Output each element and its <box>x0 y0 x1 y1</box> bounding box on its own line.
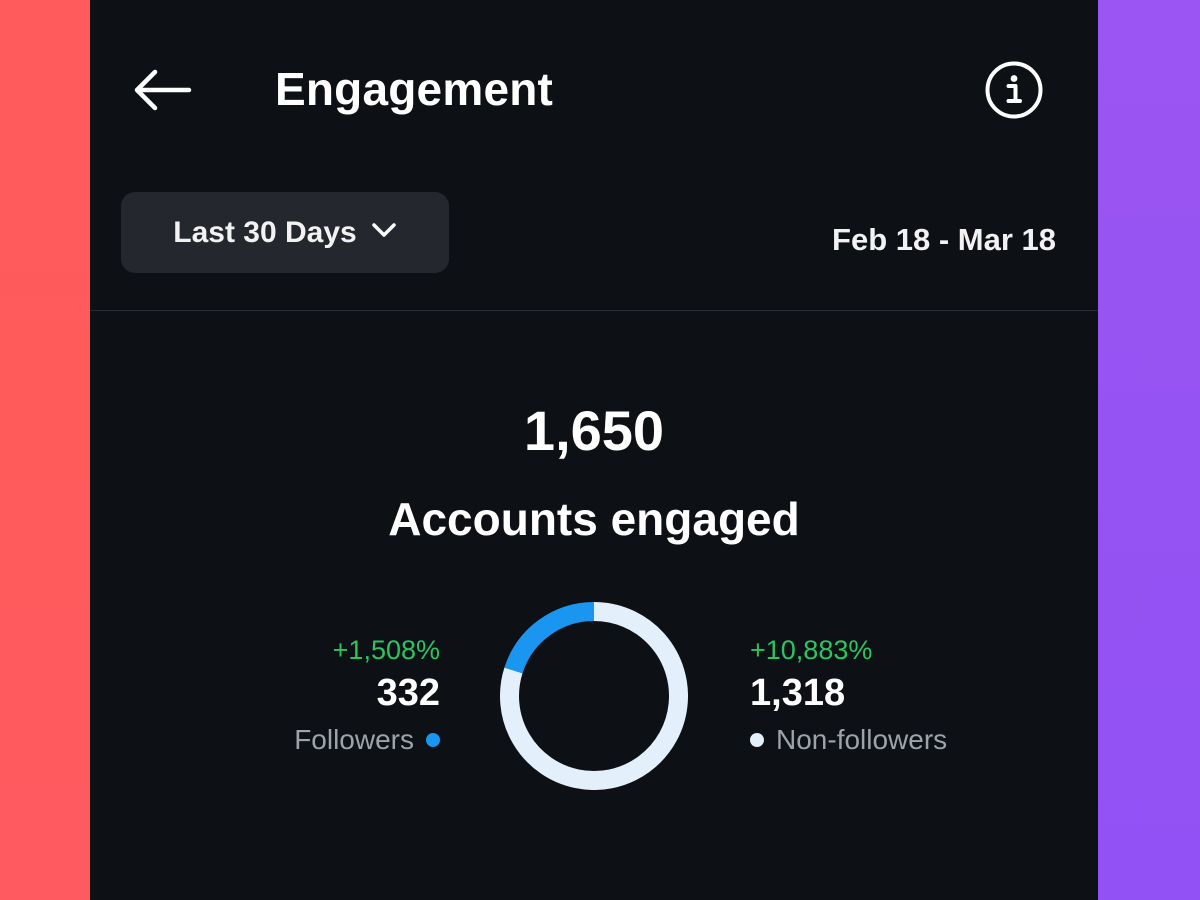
non-followers-legend-dot <box>750 733 764 747</box>
date-range-text: Feb 18 - Mar 18 <box>832 222 1056 257</box>
engagement-donut-chart <box>500 602 688 790</box>
info-icon <box>984 60 1044 125</box>
date-range-dropdown-label: Last 30 Days <box>173 215 357 249</box>
followers-legend-label: Followers <box>294 724 414 755</box>
divider <box>90 310 1098 311</box>
info-button[interactable] <box>984 60 1044 125</box>
back-button[interactable] <box>130 64 194 120</box>
donut-slice-non-followers <box>500 602 688 790</box>
donut-slice-followers <box>504 602 595 674</box>
right-gradient-border <box>1098 0 1200 900</box>
followers-legend-dot <box>426 733 440 747</box>
followers-stat: +1,508% 332 Followers <box>294 632 440 762</box>
non-followers-stat: +10,883% 1,318 Non-followers <box>750 632 947 762</box>
accounts-engaged-total: 1,650 <box>523 399 665 462</box>
followers-legend: Followers <box>294 718 440 762</box>
non-followers-change: +10,883% <box>750 635 873 665</box>
arrow-left-icon <box>132 68 192 117</box>
engagement-screen: Engagement Last 30 Days Feb 18 - Mar 18 … <box>90 0 1098 900</box>
followers-count: 332 <box>376 672 440 714</box>
chevron-down-icon <box>371 221 397 244</box>
page-title: Engagement <box>275 63 554 115</box>
non-followers-count: 1,318 <box>750 672 846 714</box>
non-followers-legend-label: Non-followers <box>776 724 948 755</box>
accounts-engaged-label: Accounts engaged <box>388 493 800 545</box>
non-followers-legend: Non-followers <box>750 718 947 762</box>
followers-change: +1,508% <box>332 635 440 665</box>
date-range-dropdown[interactable]: Last 30 Days <box>121 192 449 273</box>
left-gradient-border <box>0 0 90 900</box>
